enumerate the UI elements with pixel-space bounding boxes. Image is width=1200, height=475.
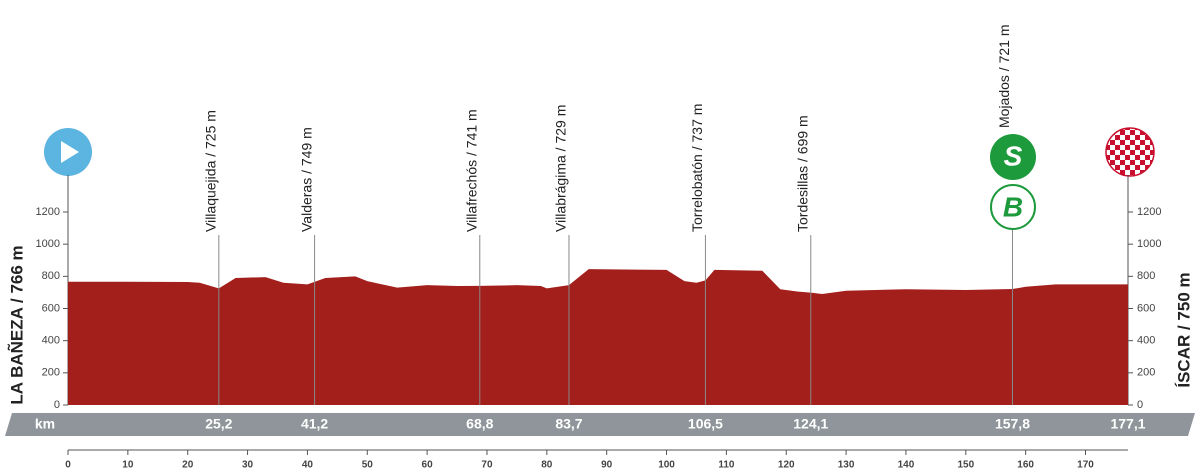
y-tick-label-right: 1000 — [1137, 238, 1161, 250]
y-tick-label-right: 0 — [1137, 399, 1143, 411]
waypoint-name: Villabrágima / 729 m — [553, 105, 569, 232]
km-bar — [5, 413, 1195, 436]
waypoint-km: 106,5 — [688, 416, 723, 432]
x-tick-label: 150 — [957, 460, 974, 471]
y-tick-label: 400 — [42, 335, 60, 347]
y-tick-label-right: 1200 — [1137, 206, 1161, 218]
bonus-letter: B — [1003, 191, 1023, 222]
y-tick-label: 0 — [54, 399, 60, 411]
x-tick-label: 90 — [601, 460, 613, 471]
x-tick-label: 50 — [362, 460, 374, 471]
y-tick-label: 1200 — [36, 206, 60, 218]
x-tick-label: 110 — [718, 460, 735, 471]
waypoint-km: 83,7 — [555, 416, 582, 432]
y-tick-label: 200 — [42, 367, 60, 379]
x-tick-label: 100 — [658, 460, 675, 471]
x-tick-label: 40 — [302, 460, 314, 471]
x-tick-label: 140 — [898, 460, 915, 471]
waypoint-km: 25,2 — [205, 416, 232, 432]
y-tick-label-right: 800 — [1137, 270, 1155, 282]
waypoint-name: Villafrechós / 741 m — [463, 109, 479, 232]
km-label: km — [35, 416, 55, 432]
x-tick-label: 20 — [182, 460, 194, 471]
y-tick-label-right: 400 — [1137, 335, 1155, 347]
waypoint-km: 41,2 — [301, 416, 328, 432]
elevation-area — [68, 269, 1128, 405]
y-tick-label-right: 600 — [1137, 302, 1155, 314]
start-label: LA BAÑEZA / 766 m — [6, 245, 26, 404]
waypoint-name: Torrelobatón / 737 m — [689, 104, 705, 232]
waypoint-km: 68,8 — [466, 416, 493, 432]
waypoint-km: 157,8 — [995, 416, 1030, 432]
y-tick-label: 600 — [42, 302, 60, 314]
x-tick-label: 60 — [422, 460, 434, 471]
y-tick-label-right: 200 — [1137, 367, 1155, 379]
waypoint-name: Villaquejida / 725 m — [203, 110, 219, 232]
waypoint-name: Valderas / 749 m — [298, 127, 314, 232]
waypoint-km: 124,1 — [793, 416, 828, 432]
y-tick-label: 800 — [42, 270, 60, 282]
sprint-letter: S — [1004, 140, 1023, 171]
waypoint-name: Mojados / 721 m — [996, 25, 1012, 129]
x-tick-label: 130 — [838, 460, 855, 471]
finish-label: ÍSCAR / 750 m — [1174, 272, 1193, 387]
y-tick-label: 1000 — [36, 238, 60, 250]
x-tick-label: 120 — [778, 460, 795, 471]
waypoint-name: Tordesillas / 699 m — [794, 115, 810, 232]
waypoint-km: 177,1 — [1110, 416, 1145, 432]
sprint-icon: S B — [990, 134, 1036, 230]
start-icon — [44, 128, 92, 176]
finish-icon — [1105, 127, 1155, 177]
x-tick-label: 10 — [122, 460, 134, 471]
x-tick-label: 80 — [541, 460, 553, 471]
x-tick-label: 170 — [1077, 460, 1094, 471]
x-tick-label: 160 — [1017, 460, 1034, 471]
x-tick-label: 70 — [481, 460, 493, 471]
x-tick-label: 0 — [65, 460, 71, 471]
x-tick-label: 30 — [242, 460, 254, 471]
